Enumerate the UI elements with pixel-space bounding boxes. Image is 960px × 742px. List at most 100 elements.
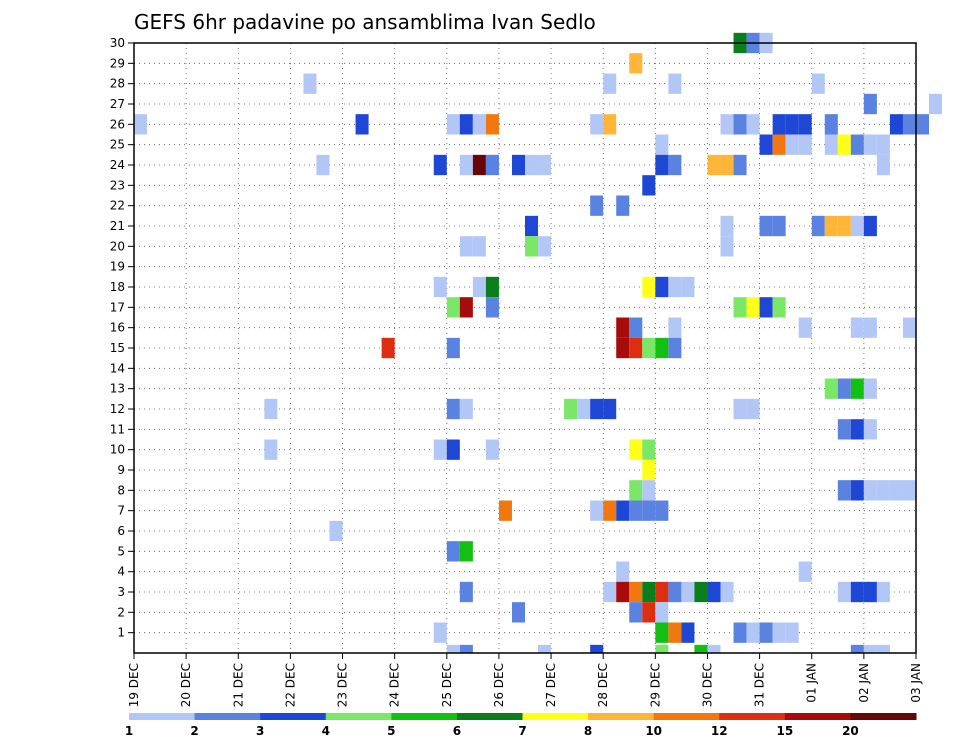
- heatmap-cell: [446, 297, 460, 318]
- heatmap-cell: [472, 154, 486, 176]
- heatmap-cell: [929, 93, 943, 115]
- heatmap-cell: [837, 581, 851, 603]
- heatmap-cell: [798, 561, 812, 582]
- heatmap-cell: [733, 114, 747, 135]
- heatmap-cell: [485, 114, 499, 135]
- heatmap-cell: [681, 276, 695, 298]
- heatmap-cell: [642, 459, 656, 481]
- heatmap-cell: [446, 439, 460, 460]
- y-tick-label: 2: [117, 605, 125, 619]
- heatmap-cell: [863, 93, 877, 115]
- heatmap-cell: [642, 500, 656, 521]
- heatmap-cell: [655, 276, 669, 298]
- heatmap-cell: [772, 134, 786, 155]
- heatmap-cell: [798, 114, 812, 135]
- heatmap-cell: [720, 581, 734, 603]
- heatmap-cell: [733, 622, 747, 643]
- y-tick-label: 21: [110, 219, 125, 233]
- heatmap-cell: [850, 317, 864, 338]
- y-tick-label: 28: [110, 77, 125, 91]
- heatmap-cell: [564, 398, 578, 420]
- heatmap-cell: [655, 581, 669, 603]
- heatmap-cell: [629, 337, 643, 359]
- heatmap-cell: [446, 337, 460, 359]
- colorbar-swatch: [653, 713, 720, 720]
- heatmap-cell: [824, 134, 838, 155]
- heatmap-cell: [811, 215, 825, 237]
- heatmap-cell: [459, 581, 473, 603]
- heatmap-cell: [642, 276, 656, 298]
- heatmap-cell: [525, 154, 539, 176]
- heatmap-cell: [863, 480, 877, 501]
- x-tick-label: 02 JAN: [857, 663, 871, 703]
- heatmap-cell: [655, 337, 669, 359]
- x-tick-label: 23 DEC: [336, 663, 350, 707]
- heatmap-cell: [433, 154, 447, 176]
- heatmap-cell: [629, 439, 643, 460]
- y-tick-label: 7: [117, 504, 125, 518]
- heatmap-cell: [485, 297, 499, 318]
- x-tick-label: 30 DEC: [700, 663, 714, 707]
- heatmap-cell: [863, 419, 877, 440]
- heatmap-cell: [837, 480, 851, 501]
- heatmap-cell: [511, 154, 525, 176]
- heatmap-cell: [485, 276, 499, 298]
- heatmap-cell: [746, 622, 760, 643]
- chart-title: GEFS 6hr padavine po ansamblima Ivan Sed…: [134, 10, 596, 34]
- heatmap-cell: [446, 644, 460, 653]
- heatmap-cell: [850, 134, 864, 155]
- heatmap-cell: [629, 581, 643, 603]
- heatmap-cell: [616, 561, 630, 582]
- heatmap-cell: [459, 297, 473, 318]
- colorbar-label: 15: [776, 724, 793, 738]
- heatmap-cell: [720, 236, 734, 257]
- y-tick-label: 30: [110, 36, 125, 50]
- heatmap-cell: [472, 236, 486, 257]
- heatmap-cell: [850, 644, 864, 653]
- y-tick-label: 13: [110, 382, 125, 396]
- heatmap-cell: [577, 398, 591, 420]
- heatmap-cell: [889, 480, 903, 501]
- heatmap-cell: [863, 378, 877, 399]
- heatmap-cell: [511, 602, 525, 623]
- heatmap-cell: [785, 134, 799, 155]
- heatmap-cell: [459, 541, 473, 562]
- y-tick-label: 18: [110, 280, 125, 294]
- heatmap-cell: [746, 297, 760, 318]
- heatmap-cell: [720, 114, 734, 135]
- heatmap-cell: [590, 195, 604, 216]
- heatmap-cell: [538, 644, 552, 653]
- y-tick-label: 12: [110, 402, 125, 416]
- heatmap-cell: [655, 622, 669, 643]
- heatmap-cell: [824, 215, 838, 237]
- heatmap-cell: [668, 622, 682, 643]
- heatmap-cell: [303, 73, 317, 94]
- heatmap-cell: [876, 581, 890, 603]
- heatmap-cell: [538, 154, 552, 176]
- y-tick-label: 17: [110, 300, 125, 314]
- heatmap-cell: [642, 581, 656, 603]
- heatmap-cell: [759, 134, 773, 155]
- heatmap-cell: [668, 317, 682, 338]
- x-tick-label: 24 DEC: [388, 663, 402, 707]
- colorbar-label: 3: [256, 724, 264, 738]
- heatmap-cell: [668, 337, 682, 359]
- y-tick-label: 9: [117, 463, 125, 477]
- heatmap-cell: [446, 541, 460, 562]
- y-tick-label: 1: [117, 626, 125, 640]
- y-tick-label: 19: [110, 260, 125, 274]
- heatmap-cell: [629, 53, 643, 74]
- heatmap-cell: [772, 114, 786, 135]
- heatmap-cell: [876, 644, 890, 653]
- heatmap-cell: [655, 134, 669, 155]
- x-tick-label: 27 DEC: [544, 663, 558, 707]
- heatmap-cell: [655, 500, 669, 521]
- heatmap-cell: [433, 439, 447, 460]
- heatmap-cell: [798, 317, 812, 338]
- x-tick-label: 25 DEC: [440, 663, 454, 707]
- x-axis: 19 DEC 20 DEC 21 DEC 22 DEC 23 DEC 24 DEC 25 D…: [127, 653, 923, 707]
- heatmap-cell: [772, 297, 786, 318]
- heatmap-cell: [655, 154, 669, 176]
- y-tick-label: 11: [110, 422, 125, 436]
